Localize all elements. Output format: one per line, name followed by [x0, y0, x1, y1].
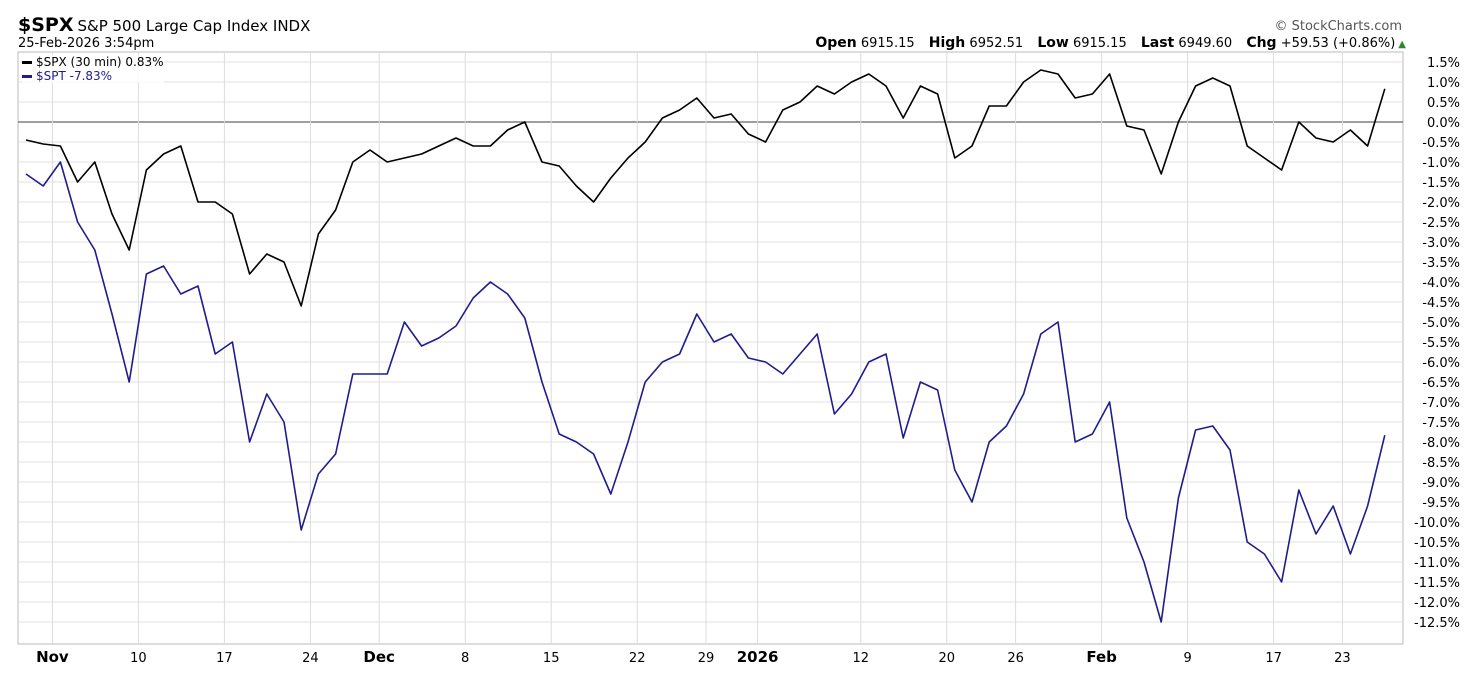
y-tick-label: 1.5% — [1427, 56, 1460, 71]
y-tick-label: -4.0% — [1422, 276, 1460, 291]
high-label: High — [928, 35, 966, 51]
x-tick-label: Nov — [36, 648, 69, 666]
y-tick-label: -6.0% — [1422, 356, 1460, 371]
copyright: © StockCharts.com — [1274, 19, 1402, 34]
y-tick-label: -8.5% — [1422, 456, 1460, 471]
y-tick-label: -11.0% — [1414, 556, 1460, 571]
last-value: 6949.60 — [1178, 36, 1233, 51]
legend-label: $SPX (30 min) 0.83% — [36, 55, 164, 69]
x-tick-label: 12 — [853, 651, 870, 666]
x-tick-label: 23 — [1334, 651, 1351, 666]
series-line-spx — [25, 69, 1386, 307]
y-tick-label: -6.5% — [1422, 376, 1460, 391]
legend-item-spt: $SPT -7.83% — [22, 69, 164, 83]
y-tick-label: -2.5% — [1422, 216, 1460, 231]
x-tick-label: 10 — [130, 651, 147, 666]
x-tick-label: 2026 — [737, 648, 779, 666]
timestamp: 25-Feb-2026 3:54pm — [18, 36, 155, 51]
y-tick-label: -7.0% — [1422, 396, 1460, 411]
symbol: $SPX — [18, 14, 74, 36]
y-tick-label: -4.5% — [1422, 296, 1460, 311]
y-tick-label: -2.0% — [1422, 196, 1460, 211]
y-tick-label: -1.5% — [1422, 176, 1460, 191]
x-tick-label: 26 — [1007, 651, 1024, 666]
y-tick-label: -11.5% — [1414, 576, 1460, 591]
open-value: 6915.15 — [860, 36, 915, 51]
y-tick-label: -12.5% — [1414, 616, 1460, 631]
legend-swatch — [22, 61, 32, 64]
x-tick-label: 15 — [543, 651, 560, 666]
x-tick-label: Dec — [363, 648, 395, 666]
y-tick-label: -3.5% — [1422, 256, 1460, 271]
low-value: 6915.15 — [1072, 36, 1127, 51]
y-tick-label: 0.0% — [1427, 116, 1460, 131]
x-tick-label: 17 — [216, 651, 233, 666]
y-tick-label: -12.0% — [1414, 596, 1460, 611]
y-tick-label: -8.0% — [1422, 436, 1460, 451]
y-tick-label: -3.0% — [1422, 236, 1460, 251]
y-tick-label: -9.5% — [1422, 496, 1460, 511]
y-tick-label: -5.5% — [1422, 336, 1460, 351]
legend-item-spx: $SPX (30 min) 0.83% — [22, 55, 164, 69]
x-tick-label: 9 — [1183, 651, 1191, 666]
high-value: 6952.51 — [969, 36, 1024, 51]
plot-area — [17, 51, 1404, 645]
low-label: Low — [1037, 35, 1069, 51]
index-name: S&P 500 Large Cap Index INDX — [77, 17, 311, 35]
x-tick-label: Feb — [1086, 648, 1117, 666]
open-label: Open — [815, 35, 857, 51]
legend-swatch — [22, 75, 32, 78]
y-tick-label: -10.5% — [1414, 536, 1460, 551]
chg-label: Chg — [1246, 35, 1277, 51]
x-tick-label: 24 — [302, 651, 319, 666]
y-tick-label: -1.0% — [1422, 156, 1460, 171]
chg-value: +59.53 (+0.86%) — [1280, 36, 1396, 51]
y-tick-label: -5.0% — [1422, 316, 1460, 331]
x-tick-label: 20 — [939, 651, 956, 666]
x-tick-label: 8 — [461, 651, 469, 666]
y-tick-label: -7.5% — [1422, 416, 1460, 431]
last-label: Last — [1140, 35, 1175, 51]
y-tick-label: 0.5% — [1427, 96, 1460, 111]
y-tick-label: -0.5% — [1422, 136, 1460, 151]
x-tick-label: 22 — [629, 651, 646, 666]
y-tick-label: -10.0% — [1414, 516, 1460, 531]
y-tick-label: -9.0% — [1422, 476, 1460, 491]
y-tick-label: 1.0% — [1427, 76, 1460, 91]
triangle-up-icon: ▲ — [1398, 39, 1406, 50]
legend-label: $SPT -7.83% — [36, 69, 113, 83]
x-tick-label: 29 — [698, 651, 715, 666]
series-line-spt — [25, 161, 1386, 623]
chart-title: $SPX S&P 500 Large Cap Index INDX — [18, 14, 310, 36]
x-tick-label: 17 — [1265, 651, 1282, 666]
ohlc-readout: Open 6915.15 High 6952.51 Low 6915.15 La… — [805, 35, 1406, 51]
legend: $SPX (30 min) 0.83% $SPT -7.83% — [22, 55, 164, 83]
